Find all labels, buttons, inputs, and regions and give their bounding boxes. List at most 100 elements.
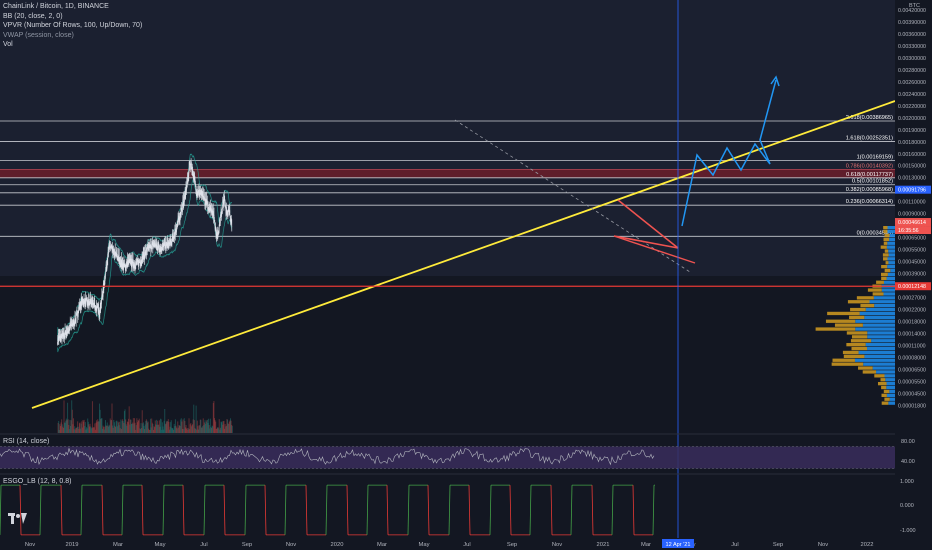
volume-bar (123, 411, 125, 433)
fib-label: 2.618(0.00386965) (846, 115, 893, 121)
volume-bar (119, 421, 121, 433)
volume-bar (156, 424, 158, 433)
rsi-label[interactable]: RSI (14, close) (3, 438, 50, 445)
volume-bar (102, 425, 104, 433)
volume-bar (96, 420, 98, 433)
volume-bar (175, 425, 177, 433)
vpvr-bar-down (877, 382, 887, 386)
volume-bar (217, 427, 219, 433)
volume-bar (68, 425, 70, 433)
volume-bar (151, 418, 153, 433)
fib-label: 1.618(0.00252351) (846, 135, 893, 141)
volume-bar (160, 418, 162, 433)
price-pane-shade (0, 0, 895, 276)
volume-bar (67, 402, 69, 433)
indicator-bb[interactable]: BB (20, close, 2, 0) (3, 12, 63, 20)
volume-bar (178, 424, 180, 433)
volume-bar (123, 422, 125, 433)
esgo-label[interactable]: ESGO_LB (12, 8, 0.8) (3, 478, 72, 485)
y-tick-label: 0.00420000 (898, 8, 926, 14)
volume-bar (65, 418, 67, 433)
esgo-line-segment (468, 485, 471, 535)
volume-bar (222, 421, 224, 433)
volume-bar (184, 427, 186, 433)
vpvr-bar-up (854, 358, 895, 362)
vpvr-bar-down (885, 261, 889, 265)
vpvr-bar-up (883, 292, 895, 296)
volume-bar (137, 420, 139, 433)
volume-bar (174, 426, 176, 433)
volume-bar (218, 419, 220, 433)
y-tick-label: 0.00180000 (898, 140, 926, 146)
volume-bar (228, 421, 230, 433)
vpvr-bar-down (846, 343, 866, 347)
volume-bar (88, 426, 90, 433)
volume-bar (134, 422, 136, 433)
vpvr-bar-down (881, 401, 889, 405)
vpvr-bar-down (858, 366, 873, 370)
volume-bar (132, 418, 134, 433)
volume-bar (218, 428, 220, 433)
x-tick-label: May (419, 542, 430, 548)
esgo-line-segment (386, 485, 389, 535)
bollinger-lower (57, 179, 233, 353)
x-tick-label: Nov (818, 542, 828, 548)
volume-bar (105, 425, 107, 433)
volume-bar (231, 424, 233, 433)
vpvr-bar-up (862, 323, 895, 327)
fib-zone-0618-0786 (0, 169, 895, 178)
volume-bar (196, 420, 198, 433)
volume-bar (164, 408, 166, 433)
volume-bar (224, 428, 226, 433)
volume-bar (154, 420, 156, 433)
x-tick-label: Nov (286, 542, 296, 548)
vpvr-bar-down (850, 339, 872, 343)
vpvr-bar-up (867, 346, 895, 351)
volume-bar (74, 429, 76, 433)
volume-bar (215, 421, 217, 433)
vpvr-bar-down (849, 315, 865, 319)
volume-bar (160, 419, 162, 433)
vpvr-bar-up (886, 276, 895, 280)
indicator-vpvr[interactable]: VPVR (Number Of Rows, 100, Up/Down, 70) (3, 22, 143, 29)
vpvr-bar-up (887, 257, 895, 261)
volume-bar (208, 418, 210, 433)
volume-bar (182, 419, 184, 433)
vpvr-bar-up (889, 237, 895, 241)
vpvr-bar-up (867, 335, 895, 339)
volume-bar (121, 420, 123, 433)
volume-bar (146, 420, 148, 433)
volume-bar (202, 418, 204, 433)
volume-bar (93, 426, 95, 433)
symbol-title[interactable]: ChainLink / Bitcoin, 1D, BINANCE (3, 3, 109, 10)
esgo-line-segment (121, 485, 124, 535)
y-tick-label: 0.00280000 (898, 68, 926, 74)
y-tick-label: 0.00130000 (898, 176, 926, 182)
indicator-vol[interactable]: Vol (3, 41, 13, 48)
volume-bar (162, 426, 164, 433)
esgo-line-segment (101, 485, 104, 535)
volume-bar (70, 426, 72, 433)
vpvr-bar-up (855, 319, 895, 323)
volume-bar (58, 429, 60, 433)
volume-bar (103, 427, 105, 433)
time-cursor-label: 12 Apr '21 (665, 542, 690, 548)
volume-bar (151, 422, 153, 433)
volume-bar (199, 419, 201, 433)
volume-bar (126, 421, 128, 433)
vpvr-bar-up (888, 261, 895, 265)
esgo-line-segment (305, 485, 308, 535)
volume-bar (185, 425, 187, 433)
volume-bar (70, 420, 72, 433)
vpvr-bar-down (847, 300, 870, 304)
volume-bar (173, 429, 175, 433)
indicator-vwap[interactable]: VWAP (session, close) (3, 31, 74, 39)
esgo-line-segment (407, 485, 410, 535)
volume-bar (187, 429, 189, 433)
fib-label: 0(0.00034545) (857, 230, 894, 236)
vpvr-bar-down (881, 272, 888, 277)
y-tick-label: 0.00260000 (898, 80, 926, 86)
volume-bar (131, 423, 133, 433)
